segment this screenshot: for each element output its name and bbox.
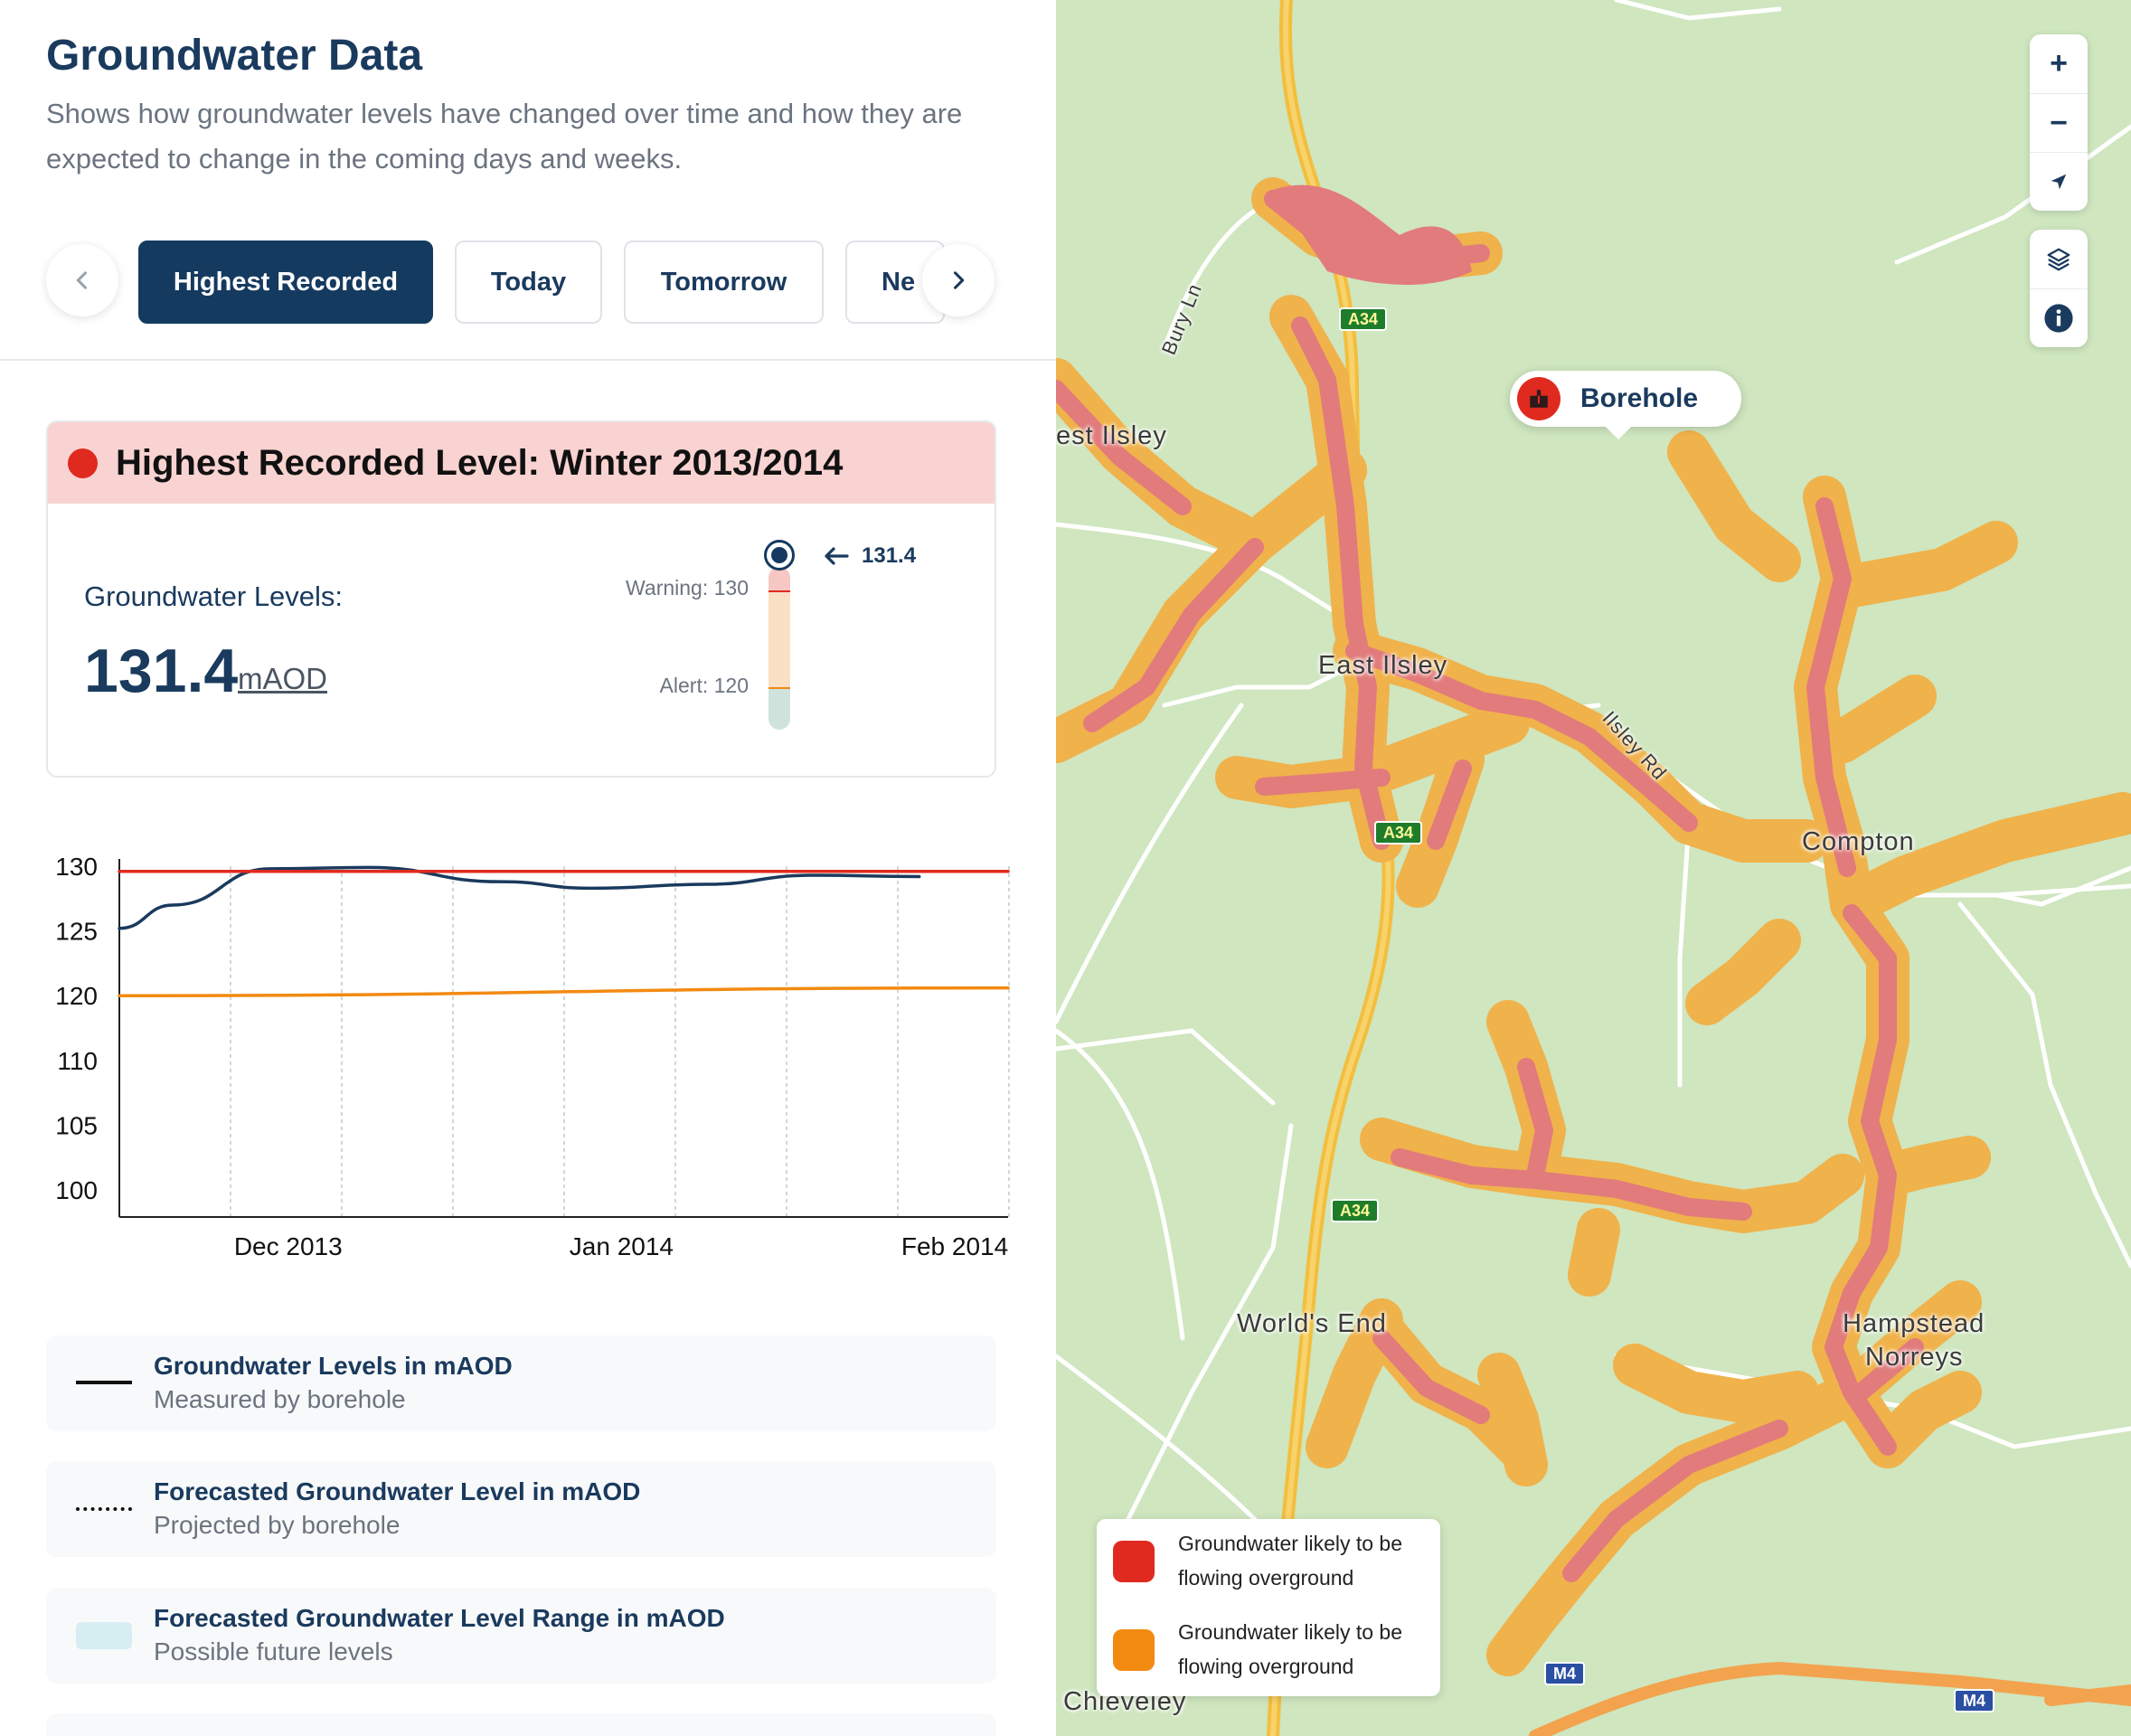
card-header: Highest Recorded Level: Winter 2013/2014 [48,422,995,504]
unit-link[interactable]: mAOD [238,662,327,695]
legend-forecast-range: Forecasted Groundwater Level Range in mA… [46,1588,996,1684]
legend-red-swatch [1113,1541,1155,1582]
borehole-marker[interactable]: Borehole [1510,371,1742,427]
place-label: World's End [1237,1309,1387,1338]
road-shield: M4 [1954,1689,1995,1712]
groundwater-level-line [118,865,921,930]
tab-tomorrow[interactable]: Tomorrow [624,241,824,324]
map-canvas [1056,0,2131,1736]
info-icon [2044,304,2073,333]
tabs-next-button[interactable] [922,244,995,316]
y-tick-label: 105 [55,1111,98,1139]
chevron-right-icon [953,271,965,289]
zoom-in-button[interactable]: + [2050,46,2068,80]
map-view[interactable]: est Ilsley East Ilsley Compton World's E… [1056,0,2131,1736]
arrow-left-icon [825,547,849,565]
info-button[interactable] [2030,288,2088,347]
road-shield: A34 [1331,1199,1380,1222]
groundwater-panel: Groundwater Data Shows how groundwater l… [0,0,1056,1736]
legend-subtitle: Measured by borehole [154,1385,406,1413]
y-tick-label: 120 [55,982,98,1010]
groundwater-levels-label: Groundwater Levels: [84,580,344,612]
dotted-line-swatch [76,1507,132,1511]
legend-title: Forecasted Groundwater Level Range in mA… [154,1604,725,1632]
current-level-marker [764,540,795,571]
zoom-out-button[interactable]: − [2030,93,2088,152]
location-arrow-icon [2051,174,2067,190]
zoom-controls: + − [2030,34,2088,211]
place-label: East Ilsley [1318,651,1448,680]
locate-button[interactable] [2030,152,2088,211]
map-options [2030,230,2088,347]
tabs-prev-button[interactable] [46,244,118,316]
layers-button[interactable] [2030,230,2088,288]
legend-measured: Groundwater Levels in mAOD Measured by b… [46,1335,996,1431]
road-shield: A34 [1374,821,1423,844]
borehole-label: Borehole [1580,383,1699,413]
legend-item-more [46,1713,996,1736]
x-tick-label: Jan 2014 [570,1232,674,1257]
range-swatch [76,1622,132,1649]
warning-dot-icon [68,448,98,478]
alert-threshold-label: Alert: 120 [659,674,749,697]
section-divider [0,359,1056,361]
alert-line [768,687,790,689]
legend-subtitle: Projected by borehole [154,1511,401,1539]
place-label: Hampstead [1843,1309,1985,1338]
legend-orange-swatch [1113,1629,1155,1671]
road-shield: M4 [1544,1662,1586,1685]
page-title: Groundwater Data [46,32,423,80]
chevron-left-icon [76,271,88,289]
page-subtitle: Shows how groundwater levels have change… [46,98,963,175]
y-tick-label: 110 [57,1047,98,1075]
y-tick-label: 130 [55,853,98,881]
place-label: Compton [1802,827,1915,856]
legend-red-label: Groundwater likely to be flowing overgro… [1178,1532,1403,1590]
place-label: Norreys [1865,1343,1964,1372]
tab-today[interactable]: Today [455,241,602,324]
legend-forecast: Forecasted Groundwater Level in mAOD Pro… [46,1461,996,1557]
marker-value: 131.4 [824,543,916,569]
y-tick-label: 125 [55,918,98,946]
legend-title: Groundwater Levels in mAOD [154,1352,513,1380]
map-legend: Groundwater likely to be flowing overgro… [1097,1519,1440,1696]
solid-line-swatch [76,1381,132,1384]
marker-value-label: 131.4 [862,543,917,568]
alert-level-line [118,986,1010,997]
y-tick-label: 100 [55,1176,98,1204]
road-shield: A34 [1339,307,1388,331]
legend-subtitle: Possible future levels [154,1637,393,1665]
legend-orange-label: Groundwater likely to be flowing overgro… [1178,1620,1403,1678]
warning-threshold-label: Warning: 130 [626,576,749,599]
warning-line [768,590,790,592]
groundwater-chart: 100 105 110 120 125 130 Dec 2013 Jan 2014 Feb 20… [55,853,1010,1257]
highest-level-card: Highest Recorded Level: Winter 2013/2014… [46,420,996,778]
legend-title: Forecasted Groundwater Level in mAOD [154,1477,641,1505]
groundwater-value: 131.4 [84,637,239,705]
level-gauge [768,567,790,730]
x-tick-label: Dec 2013 [234,1232,343,1257]
tab-highest-recorded[interactable]: Highest Recorded [138,241,433,324]
card-title: Highest Recorded Level: Winter 2013/2014 [116,442,844,483]
x-tick-label: Feb 2014 [901,1232,1008,1257]
time-tabs: Highest Recorded Today Tomorrow Ne [0,241,1056,327]
borehole-icon [1517,377,1561,420]
place-label: est Ilsley [1056,421,1167,450]
layers-icon [2047,248,2070,270]
